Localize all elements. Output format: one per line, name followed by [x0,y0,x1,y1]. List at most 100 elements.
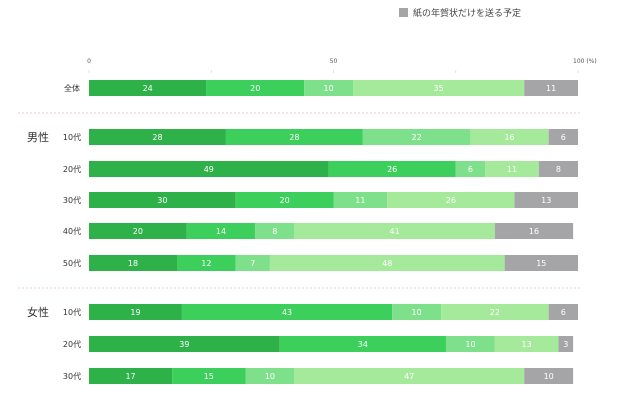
bar-value-label: 12 [201,259,211,268]
bar-segment [333,192,388,208]
bar-segment [89,255,178,271]
group-label: 男性 [27,130,49,144]
bar-value-label: 6 [468,165,473,174]
bar-segment [235,255,270,271]
group-label: 女性 [27,305,49,319]
bar-segment [514,192,578,208]
bar-segment [455,161,486,177]
bar-value-label: 13 [541,196,551,205]
bar-value-label: 26 [446,196,456,205]
bar-value-label: 48 [382,259,392,268]
bar-value-label: 16 [504,133,514,142]
bar-value-label: 6 [561,133,566,142]
bar-value-label: 3 [563,340,568,349]
bar-value-label: 10 [544,372,554,381]
bar-segment [304,80,354,96]
bar-value-label: 18 [128,259,138,268]
bar-segment [89,80,207,96]
bar-value-label: 28 [289,133,299,142]
bar-segment [89,368,173,384]
bar-value-label: 20 [280,196,290,205]
bar-segment [269,255,505,271]
bar-segment [362,129,471,145]
bar-value-label: 11 [507,165,517,174]
bar-segment [89,304,182,320]
bar-segment [470,129,549,145]
bar-segment [89,129,226,145]
bar-value-label: 22 [490,308,500,317]
bar-segment [392,304,442,320]
bar-value-label: 41 [390,227,400,236]
bar-value-label: 47 [404,372,414,381]
bar-value-label: 16 [529,227,539,236]
bar-value-label: 14 [216,227,226,236]
legend-label: 紙の年賀状だけを送る予定 [413,9,522,19]
bar-value-label: 10 [324,84,334,93]
bar-segment [328,161,456,177]
bar-segment [494,336,559,352]
row-category-label: 10代 [63,307,81,317]
bar-value-label: 24 [143,84,153,93]
bar-segment [181,304,393,320]
row-category-label: 20代 [63,339,81,349]
bar-segment [353,80,525,96]
bar-value-label: 30 [157,196,167,205]
bar-segment [294,223,495,239]
bar-segment [504,255,578,271]
row-category-label: 20代 [63,164,81,174]
bar-value-label: 15 [204,372,214,381]
bar-value-label: 20 [133,227,143,236]
bar-value-label: 11 [355,196,365,205]
bar-value-label: 20 [250,84,260,93]
bar-segment [225,129,363,145]
bar-segment [177,255,236,271]
bar-value-label: 8 [272,227,277,236]
axis-tick-label: 50 [330,58,338,65]
bar-segment [294,368,525,384]
axis-tick-label: 100 (%) [573,58,597,65]
bar-segment [172,368,246,384]
bar-value-label: 6 [561,308,566,317]
bar-segment [89,192,236,208]
bar-segment [89,161,329,177]
bar-value-label: 28 [152,133,162,142]
bar-value-label: 19 [130,308,140,317]
row-category-label: 40代 [63,226,81,236]
bar-segment [235,192,334,208]
row-category-label: 30代 [63,371,81,381]
bar-value-label: 13 [522,340,532,349]
bar-segment [524,368,574,384]
bar-value-label: 10 [412,308,422,317]
bar-value-label: 7 [250,259,255,268]
bar-segment [548,304,578,320]
bar-value-label: 10 [465,340,475,349]
bar-value-label: 26 [387,165,397,174]
bar-segment [279,336,446,352]
axis-tick-label: 0 [87,58,91,65]
bar-segment [548,129,578,145]
bar-segment [186,223,256,239]
row-category-label: 50代 [63,258,81,268]
bar-value-label: 34 [358,340,368,349]
bar-value-label: 39 [179,340,189,349]
bar-value-label: 17 [125,372,135,381]
bar-segment [245,368,295,384]
bar-segment [538,161,578,177]
bar-value-label: 22 [412,133,422,142]
bar-segment [206,80,305,96]
bar-value-label: 10 [265,372,275,381]
bar-segment [255,223,295,239]
bar-segment [387,192,515,208]
bar-segment [445,336,495,352]
bar-segment [485,161,539,177]
bar-segment [524,80,578,96]
bar-value-label: 35 [434,84,444,93]
bar-segment [558,336,574,352]
legend-item: 紙の年賀状だけを送る予定 [399,6,521,19]
bar-value-label: 43 [282,308,292,317]
row-category-label: 30代 [63,195,81,205]
legend-swatch [399,8,408,17]
row-category-label: 10代 [63,132,81,142]
bar-segment [441,304,549,320]
